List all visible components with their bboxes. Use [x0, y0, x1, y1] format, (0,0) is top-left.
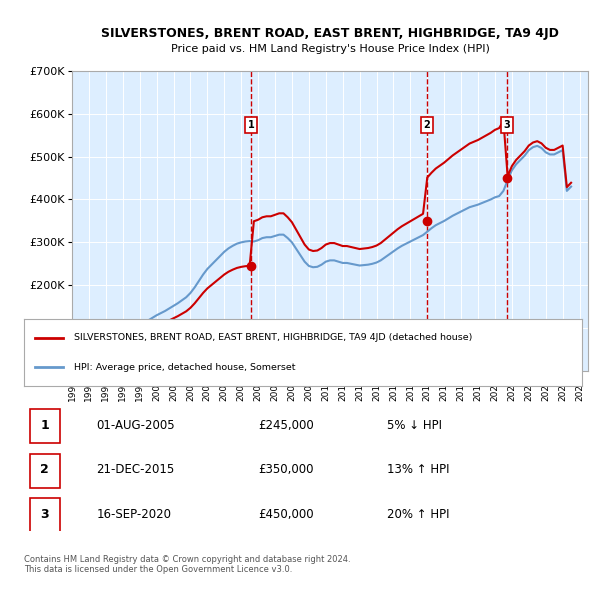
- FancyBboxPatch shape: [29, 499, 60, 532]
- Text: 2: 2: [40, 463, 49, 477]
- Text: £450,000: £450,000: [259, 508, 314, 521]
- Text: SILVERSTONES, BRENT ROAD, EAST BRENT, HIGHBRIDGE, TA9 4JD (detached house): SILVERSTONES, BRENT ROAD, EAST BRENT, HI…: [74, 333, 473, 342]
- Text: HPI: Average price, detached house, Somerset: HPI: Average price, detached house, Some…: [74, 363, 296, 372]
- Text: 3: 3: [40, 508, 49, 521]
- Text: 1: 1: [248, 120, 254, 130]
- Text: 1: 1: [40, 419, 49, 432]
- Text: Contains HM Land Registry data © Crown copyright and database right 2024.
This d: Contains HM Land Registry data © Crown c…: [24, 555, 350, 574]
- Text: Price paid vs. HM Land Registry's House Price Index (HPI): Price paid vs. HM Land Registry's House …: [170, 44, 490, 54]
- Text: 2: 2: [424, 120, 430, 130]
- FancyBboxPatch shape: [29, 409, 60, 442]
- Text: 16-SEP-2020: 16-SEP-2020: [97, 508, 172, 521]
- Text: 01-AUG-2005: 01-AUG-2005: [97, 419, 175, 432]
- Text: SILVERSTONES, BRENT ROAD, EAST BRENT, HIGHBRIDGE, TA9 4JD: SILVERSTONES, BRENT ROAD, EAST BRENT, HI…: [101, 27, 559, 40]
- FancyBboxPatch shape: [29, 454, 60, 487]
- Text: £245,000: £245,000: [259, 419, 314, 432]
- Text: 5% ↓ HPI: 5% ↓ HPI: [387, 419, 442, 432]
- Text: 13% ↑ HPI: 13% ↑ HPI: [387, 463, 449, 477]
- Text: £350,000: £350,000: [259, 463, 314, 477]
- Text: 3: 3: [503, 120, 511, 130]
- Text: 21-DEC-2015: 21-DEC-2015: [97, 463, 175, 477]
- Text: 20% ↑ HPI: 20% ↑ HPI: [387, 508, 449, 521]
